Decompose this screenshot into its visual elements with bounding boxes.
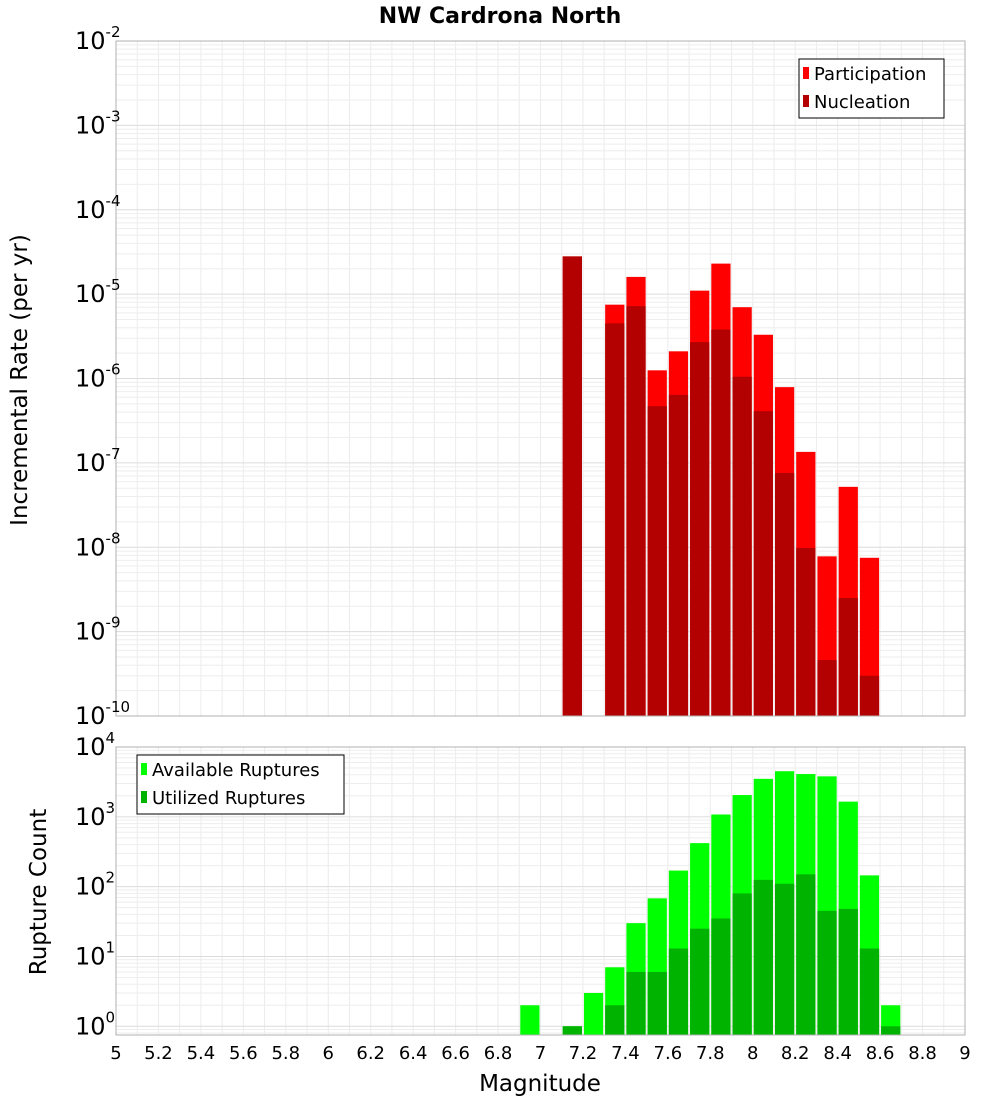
rate-bar <box>605 323 625 716</box>
y-tick-label: 10-3 <box>75 107 121 139</box>
rate-bar <box>753 411 773 716</box>
legend-label: Utilized Ruptures <box>152 788 305 809</box>
count-bar <box>838 908 858 1035</box>
x-tick-label: 8.8 <box>908 1043 937 1064</box>
x-axis-label: Magnitude <box>479 1071 601 1097</box>
top-y-axis-label: Incremental Rate (per yr) <box>7 234 33 526</box>
plot-frame <box>115 40 966 717</box>
plot-frame <box>115 746 966 1036</box>
x-ticks: 5 5.2 5.4 5.6 5.8 6 6.2 6.4 6.6 6.8 7 7.2 7.4 7.6 7.8 8… <box>110 1043 970 1064</box>
rate-bar <box>711 329 731 716</box>
y-tick-label: 101 <box>75 938 115 970</box>
legend-box <box>798 58 945 119</box>
y-tick-label: 102 <box>75 869 115 901</box>
rate-bar <box>562 256 582 716</box>
rate-bar <box>690 342 710 716</box>
count-bar <box>859 948 880 1035</box>
x-tick-label: 6 <box>323 1043 334 1064</box>
legend-label: Nucleation <box>814 92 910 113</box>
count-bar <box>711 918 731 1035</box>
legend: Available Ruptures Utilized Ruptures <box>136 754 345 815</box>
count-bar <box>647 971 667 1035</box>
legend: Participation Nucleation <box>798 58 945 119</box>
count-bar <box>690 928 710 1035</box>
x-tick-label: 6.6 <box>441 1043 470 1064</box>
count-bar <box>583 992 604 1035</box>
x-tick-label: 5.8 <box>271 1043 300 1064</box>
count-bar <box>605 1005 625 1035</box>
count-bar <box>817 910 837 1035</box>
legend-swatch <box>141 791 147 803</box>
bottom-plot-area: 100 101 102 103 104 Available Ruptures Utilize… <box>75 729 971 1064</box>
x-tick-label: 7 <box>535 1043 546 1064</box>
y-tick-label: 10-6 <box>75 361 121 393</box>
rate-bar <box>647 406 667 716</box>
legend-label: Participation <box>814 64 926 85</box>
x-tick-label: 6.8 <box>484 1043 513 1064</box>
x-tick-label: 6.4 <box>399 1043 428 1064</box>
x-tick-label: 8.2 <box>781 1043 810 1064</box>
count-bar <box>732 893 752 1035</box>
bars <box>520 771 901 1035</box>
y-tick-label: 10-2 <box>75 23 121 55</box>
legend-swatch <box>803 67 809 79</box>
x-tick-label: 7.6 <box>654 1043 683 1064</box>
y-tick-label: 10-9 <box>75 614 121 646</box>
x-tick-label: 8 <box>747 1043 758 1064</box>
x-tick-label: 7.4 <box>611 1043 640 1064</box>
x-tick-label: 7.8 <box>696 1043 725 1064</box>
count-bar <box>562 1026 582 1035</box>
x-tick-label: 6.2 <box>356 1043 385 1064</box>
grid <box>115 41 966 717</box>
top-plot-area: 10-10 10-9 10-8 10-7 10-6 10-5 10-4 10-3 10-2 Par… <box>75 23 966 730</box>
rate-bar <box>626 306 646 716</box>
rate-bar <box>859 675 880 716</box>
bars <box>562 256 880 716</box>
y-tick-label: 10-7 <box>75 445 121 477</box>
x-tick-label: 5.2 <box>144 1043 173 1064</box>
chart-title: NW Cardrona North <box>379 4 622 29</box>
y-tick-label: 100 <box>75 1008 115 1040</box>
count-bar <box>520 1005 540 1035</box>
legend-swatch <box>141 763 147 775</box>
x-tick-label: 5.4 <box>187 1043 216 1064</box>
y-tick-label: 10-5 <box>75 276 121 308</box>
rate-bar <box>817 660 837 716</box>
y-tick-label: 10-10 <box>75 698 130 730</box>
rate-bar <box>838 598 858 716</box>
count-bar <box>796 874 816 1035</box>
legend-box <box>136 754 345 815</box>
legend-swatch <box>803 95 809 107</box>
rate-bar <box>774 472 795 716</box>
count-bar <box>668 948 689 1035</box>
x-tick-label: 7.2 <box>569 1043 598 1064</box>
y-tick-label: 103 <box>75 799 115 831</box>
rate-bar <box>732 376 752 716</box>
y-tick-label: 10-4 <box>75 192 121 224</box>
y-tick-label: 10-8 <box>75 529 121 561</box>
x-tick-label: 8.4 <box>823 1043 852 1064</box>
bottom-y-axis-label: Rupture Count <box>26 809 52 975</box>
rate-bar <box>668 394 689 716</box>
count-bar <box>774 883 795 1035</box>
legend-label: Available Ruptures <box>152 760 320 781</box>
x-tick-label: 5 <box>110 1043 121 1064</box>
x-tick-label: 5.6 <box>229 1043 258 1064</box>
rate-bar <box>796 547 816 716</box>
count-bar <box>881 1026 901 1035</box>
count-bar <box>626 971 646 1035</box>
x-tick-label: 8.6 <box>866 1043 895 1064</box>
y-tick-label: 104 <box>75 729 115 761</box>
x-tick-label: 9 <box>959 1043 970 1064</box>
count-bar <box>753 879 773 1035</box>
